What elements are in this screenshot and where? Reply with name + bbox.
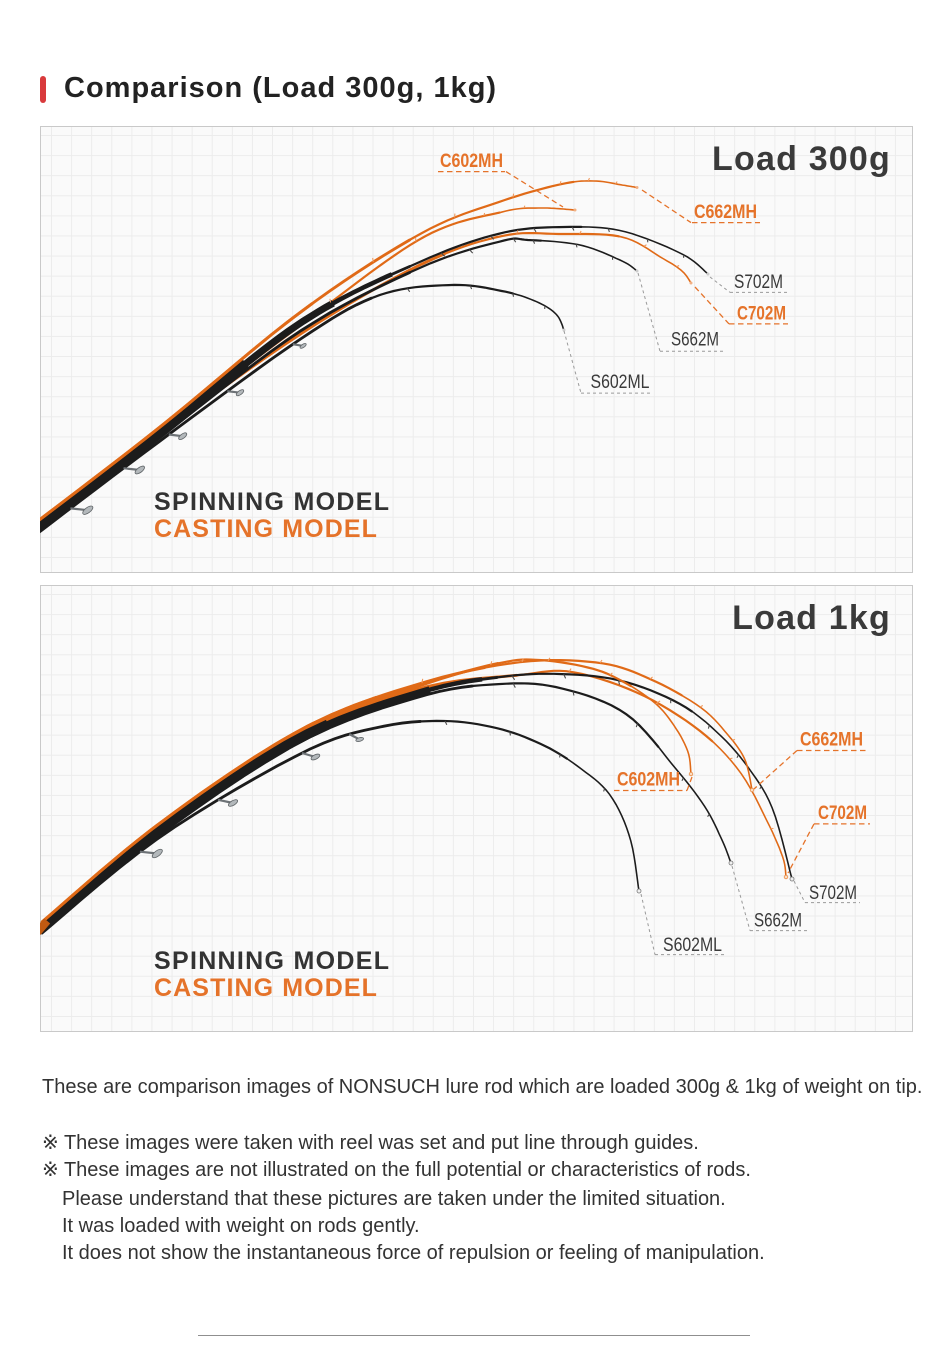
svg-text:SPINNING MODEL: SPINNING MODEL <box>154 488 390 516</box>
svg-text:S602ML: S602ML <box>591 372 650 393</box>
svg-text:S702M: S702M <box>809 883 857 904</box>
svg-text:C602MH: C602MH <box>440 151 503 172</box>
svg-text:S662M: S662M <box>754 911 802 932</box>
svg-text:C662MH: C662MH <box>800 730 863 751</box>
svg-text:Load 300g: Load 300g <box>712 140 891 178</box>
svg-text:CASTING MODEL: CASTING MODEL <box>154 974 378 1002</box>
svg-text:C602MH: C602MH <box>617 770 680 791</box>
svg-text:S702M: S702M <box>734 272 783 293</box>
svg-text:C702M: C702M <box>818 803 867 824</box>
svg-text:Load 1kg: Load 1kg <box>732 599 891 637</box>
svg-text:S662M: S662M <box>671 330 719 351</box>
svg-text:C662MH: C662MH <box>694 202 757 223</box>
svg-text:CASTING MODEL: CASTING MODEL <box>154 515 378 543</box>
svg-text:SPINNING MODEL: SPINNING MODEL <box>154 947 390 975</box>
svg-text:C702M: C702M <box>737 304 786 325</box>
svg-text:S602ML: S602ML <box>663 935 722 956</box>
